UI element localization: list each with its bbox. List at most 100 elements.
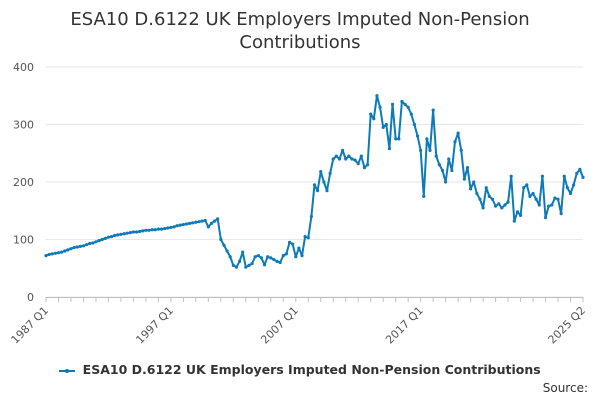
data-point	[300, 254, 304, 258]
x-tick-label: 2017 Q1	[383, 304, 426, 347]
data-point	[212, 219, 217, 223]
data-point	[372, 117, 376, 121]
data-point	[469, 187, 473, 191]
data-point	[350, 157, 354, 161]
data-point	[328, 171, 332, 175]
y-tick-label: 300	[13, 119, 34, 132]
data-point	[163, 226, 167, 231]
data-point	[50, 252, 54, 256]
data-point	[515, 210, 520, 214]
legend[interactable]: ESA10 D.6122 UK Employers Imputed Non-Pe…	[0, 362, 600, 377]
data-point	[144, 228, 148, 232]
data-point	[341, 148, 345, 152]
series-group	[44, 94, 585, 269]
series-line	[45, 94, 584, 269]
data-point	[72, 245, 76, 250]
data-point	[253, 255, 257, 259]
data-point	[447, 157, 451, 161]
data-point	[412, 122, 417, 127]
data-point	[191, 221, 195, 225]
data-point	[134, 230, 139, 234]
data-point	[63, 249, 67, 253]
data-point	[337, 157, 342, 161]
data-point	[312, 183, 317, 187]
y-axis: 0 100 200 300 400	[13, 61, 34, 304]
data-point	[390, 102, 395, 106]
data-point	[331, 157, 335, 161]
data-point	[325, 189, 329, 193]
data-point	[281, 254, 285, 258]
data-point	[559, 212, 563, 216]
data-point	[181, 222, 185, 227]
data-point	[47, 252, 51, 257]
y-tick-label: 400	[13, 61, 34, 74]
data-point	[175, 224, 179, 228]
data-point	[287, 240, 292, 244]
data-point	[493, 204, 498, 208]
x-axis: 1987 Q1 1997 Q1 2007 Q1 2017 Q1 2025 Q2	[9, 297, 588, 347]
data-point	[228, 255, 232, 259]
chart-title-line-2: Contributions	[239, 32, 361, 53]
data-point	[91, 241, 95, 245]
data-point	[565, 186, 569, 190]
data-point	[291, 242, 295, 246]
data-point	[437, 163, 441, 167]
data-point	[69, 247, 73, 251]
data-point	[81, 244, 86, 248]
data-point	[116, 233, 120, 237]
data-point	[553, 196, 557, 200]
data-point	[434, 154, 438, 158]
data-point	[397, 137, 401, 141]
data-point	[459, 148, 463, 152]
data-point	[378, 105, 382, 109]
data-point	[572, 183, 576, 187]
data-point	[103, 236, 107, 240]
data-point	[487, 194, 491, 198]
data-point	[525, 183, 529, 187]
data-point	[562, 174, 566, 178]
data-point	[266, 255, 270, 259]
y-tick-label: 200	[13, 176, 34, 189]
data-point	[334, 154, 338, 158]
y-tick-label: 100	[13, 234, 34, 247]
data-point	[450, 168, 454, 173]
x-tick-label: 1997 Q1	[133, 304, 176, 347]
data-point	[203, 218, 207, 223]
data-point	[375, 94, 379, 98]
data-point	[409, 112, 413, 116]
data-point	[197, 220, 201, 224]
data-point	[97, 239, 101, 243]
data-point	[200, 219, 204, 223]
data-point	[362, 166, 367, 170]
data-point	[259, 256, 264, 260]
data-point	[216, 217, 220, 221]
data-point	[303, 235, 307, 239]
chart-title-line-1: ESA10 D.6122 UK Employers Imputed Non-Pe…	[70, 9, 530, 30]
data-point	[506, 200, 510, 204]
data-point	[306, 236, 310, 240]
data-point	[272, 258, 276, 262]
data-point	[356, 162, 360, 166]
data-point	[465, 166, 470, 170]
data-point	[209, 221, 214, 225]
legend-swatch-marker	[65, 368, 70, 373]
data-point	[284, 252, 288, 256]
data-point	[206, 225, 210, 229]
data-point	[481, 206, 485, 210]
data-point	[509, 174, 513, 178]
data-point	[60, 250, 64, 254]
data-point	[119, 232, 123, 236]
data-point	[141, 229, 145, 233]
data-point	[147, 228, 151, 232]
data-point	[184, 222, 189, 226]
data-point	[369, 112, 373, 116]
data-point	[575, 171, 579, 175]
data-point	[66, 248, 70, 252]
data-point	[425, 137, 429, 141]
data-point	[194, 220, 198, 224]
data-point	[113, 233, 117, 238]
data-point	[231, 263, 235, 267]
data-point	[472, 180, 476, 184]
y-tick-label: 0	[27, 291, 34, 304]
data-point	[294, 255, 298, 259]
